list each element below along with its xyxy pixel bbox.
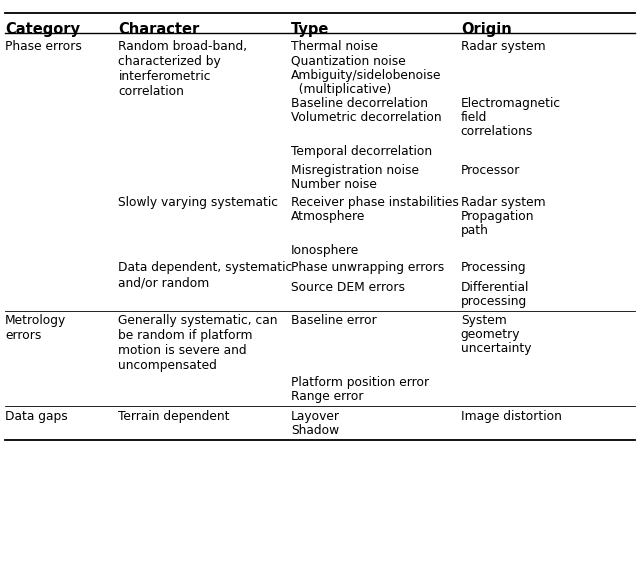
Text: Origin: Origin xyxy=(461,22,511,37)
Text: Data dependent, systematic
and/or random: Data dependent, systematic and/or random xyxy=(118,261,292,289)
Text: Quantization noise: Quantization noise xyxy=(291,54,406,68)
Text: Range error: Range error xyxy=(291,390,364,403)
Text: Generally systematic, can
be random if platform
motion is severe and
uncompensat: Generally systematic, can be random if p… xyxy=(118,314,278,372)
Text: Metrology
errors: Metrology errors xyxy=(5,314,67,342)
Text: Volumetric decorrelation: Volumetric decorrelation xyxy=(291,111,442,124)
Text: Radar system: Radar system xyxy=(461,196,545,209)
Text: Slowly varying systematic: Slowly varying systematic xyxy=(118,196,278,209)
Text: Temporal decorrelation: Temporal decorrelation xyxy=(291,144,433,158)
Text: Processor: Processor xyxy=(461,164,520,177)
Text: Phase unwrapping errors: Phase unwrapping errors xyxy=(291,261,444,274)
Text: uncertainty: uncertainty xyxy=(461,342,531,355)
Text: Layover: Layover xyxy=(291,409,340,423)
Text: Propagation: Propagation xyxy=(461,210,534,223)
Text: Category: Category xyxy=(5,22,80,37)
Text: Type: Type xyxy=(291,22,330,37)
Text: Phase errors: Phase errors xyxy=(5,40,82,53)
Text: Electromagnetic: Electromagnetic xyxy=(461,97,561,110)
Text: path: path xyxy=(461,224,489,237)
Text: Radar system: Radar system xyxy=(461,40,545,53)
Text: Image distortion: Image distortion xyxy=(461,409,562,423)
Text: field: field xyxy=(461,111,487,124)
Text: processing: processing xyxy=(461,295,527,307)
Text: Random broad-band,
characterized by
interferometric
correlation: Random broad-band, characterized by inte… xyxy=(118,40,248,98)
Text: Shadow: Shadow xyxy=(291,424,339,436)
Text: Data gaps: Data gaps xyxy=(5,409,68,423)
Text: System: System xyxy=(461,314,506,327)
Text: Processing: Processing xyxy=(461,261,527,274)
Text: Ambiguity/sidelobenoise: Ambiguity/sidelobenoise xyxy=(291,69,442,81)
Text: Source DEM errors: Source DEM errors xyxy=(291,280,405,294)
Text: (multiplicative): (multiplicative) xyxy=(291,83,392,96)
Text: Thermal noise: Thermal noise xyxy=(291,40,378,53)
Text: Differential: Differential xyxy=(461,280,529,294)
Text: Platform position error: Platform position error xyxy=(291,376,429,389)
Text: Character: Character xyxy=(118,22,200,37)
Text: correlations: correlations xyxy=(461,125,533,138)
Text: Terrain dependent: Terrain dependent xyxy=(118,409,230,423)
Text: Atmosphere: Atmosphere xyxy=(291,210,365,223)
Text: Receiver phase instabilities: Receiver phase instabilities xyxy=(291,196,459,209)
Text: Baseline error: Baseline error xyxy=(291,314,377,327)
Text: Ionosphere: Ionosphere xyxy=(291,243,360,257)
Text: Misregistration noise: Misregistration noise xyxy=(291,164,419,177)
Text: Baseline decorrelation: Baseline decorrelation xyxy=(291,97,428,110)
Text: Number noise: Number noise xyxy=(291,178,377,191)
Text: geometry: geometry xyxy=(461,328,520,341)
